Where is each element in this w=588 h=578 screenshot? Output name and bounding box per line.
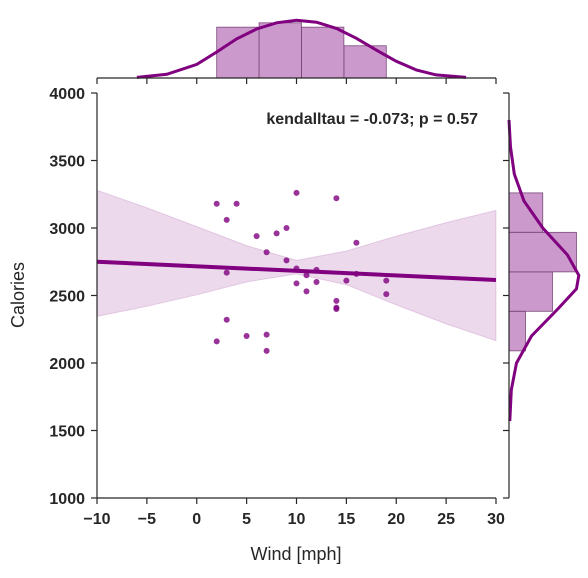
data-point-6 bbox=[253, 233, 260, 240]
y-tick-label-5: 3500 bbox=[49, 154, 85, 171]
data-point-11 bbox=[223, 269, 230, 276]
marginal-y-layer bbox=[507, 119, 581, 422]
data-point-25 bbox=[223, 316, 230, 323]
data-point-8 bbox=[353, 239, 360, 246]
data-point-7 bbox=[273, 230, 280, 237]
x-axis-label: Wind [mph] bbox=[250, 544, 341, 564]
x-tick-label-0: −10 bbox=[83, 511, 110, 528]
data-point-9 bbox=[263, 249, 270, 256]
y-axis-label: Calories bbox=[8, 262, 28, 328]
data-point-5 bbox=[283, 225, 290, 231]
top-hist-bar-0 bbox=[216, 26, 260, 79]
data-point-17 bbox=[313, 279, 320, 285]
kendalltau-annotation: kendalltau = -0.073; p = 0.57 bbox=[266, 111, 478, 128]
y-tick-label-1: 1500 bbox=[49, 424, 85, 441]
y-tick-label-4: 3000 bbox=[49, 221, 85, 238]
data-point-20 bbox=[303, 288, 310, 295]
data-point-24 bbox=[333, 306, 340, 312]
y-tick-label-6: 4000 bbox=[49, 86, 85, 103]
y-tick-label-2: 2000 bbox=[49, 356, 85, 373]
x-tick-label-3: 5 bbox=[242, 511, 251, 528]
data-point-13 bbox=[303, 272, 310, 279]
top-hist-bar-2 bbox=[301, 26, 345, 79]
data-point-28 bbox=[213, 338, 220, 345]
x-tick-label-6: 20 bbox=[387, 511, 405, 528]
x-tick-label-4: 10 bbox=[288, 511, 306, 528]
x-tick-label-8: 30 bbox=[487, 511, 505, 528]
data-point-21 bbox=[383, 291, 390, 298]
x-tick-label-2: 0 bbox=[192, 511, 201, 528]
data-point-1 bbox=[233, 200, 240, 207]
regression-line-layer bbox=[96, 259, 497, 282]
top-hist-bar-1 bbox=[258, 22, 302, 79]
data-point-2 bbox=[223, 216, 230, 223]
data-point-29 bbox=[263, 347, 270, 354]
data-point-16 bbox=[293, 280, 300, 287]
axes-layer: −10 −5 0 5 10 15 20 25 30 1000 1500 2000 2500 3000 350… bbox=[49, 77, 510, 528]
top-kde-curve bbox=[136, 18, 467, 79]
data-point-3 bbox=[293, 189, 300, 196]
scatter-points-layer bbox=[213, 189, 390, 354]
data-point-0 bbox=[213, 200, 220, 207]
x-tick-label-1: −5 bbox=[138, 511, 156, 528]
right-hist-bar-3 bbox=[508, 192, 544, 233]
data-point-19 bbox=[383, 277, 390, 284]
marginal-x-layer bbox=[136, 18, 467, 79]
x-tick-label-5: 15 bbox=[337, 511, 355, 528]
data-point-4 bbox=[333, 195, 340, 202]
data-point-10 bbox=[283, 257, 290, 264]
top-hist-bar-3 bbox=[343, 45, 387, 79]
right-kde-curve bbox=[507, 119, 581, 422]
x-tick-label-7: 25 bbox=[437, 511, 455, 528]
confidence-band bbox=[96, 189, 497, 342]
data-point-26 bbox=[243, 333, 250, 339]
right-hist-bar-0 bbox=[508, 310, 526, 352]
data-point-22 bbox=[333, 297, 340, 304]
confidence-band-layer bbox=[96, 189, 497, 342]
data-point-27 bbox=[263, 331, 270, 338]
y-tick-label-3: 2500 bbox=[49, 289, 85, 306]
y-tick-label-0: 1000 bbox=[49, 491, 85, 508]
right-hist-bar-1 bbox=[508, 271, 553, 312]
data-point-18 bbox=[343, 277, 350, 284]
regression-line bbox=[96, 259, 497, 282]
